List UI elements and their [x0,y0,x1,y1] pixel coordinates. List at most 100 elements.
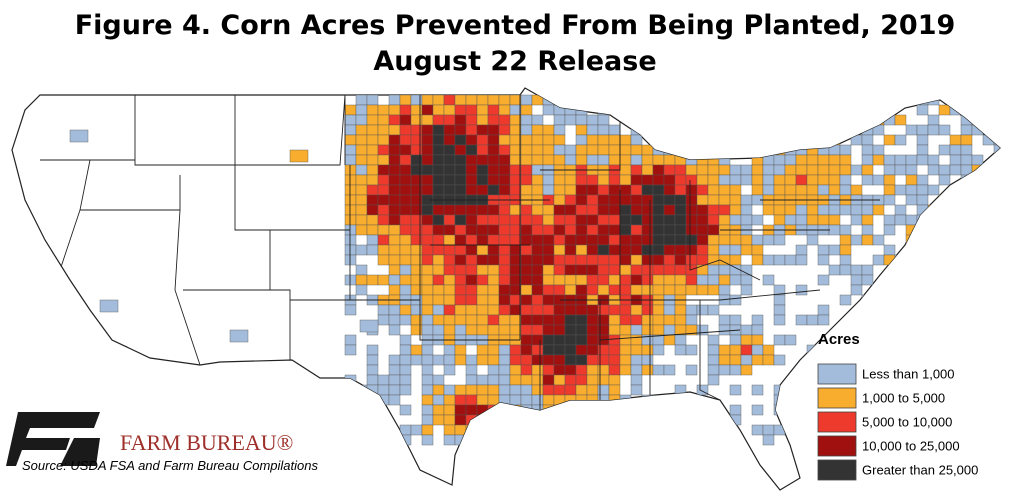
county [663,284,676,296]
county [498,184,511,196]
county [916,234,929,246]
county [553,314,566,326]
county [817,184,830,196]
county [564,384,577,396]
county [498,384,511,396]
county [487,184,500,196]
county [971,274,984,286]
county [883,304,896,316]
county [773,234,786,246]
county [949,334,962,346]
county [586,254,599,266]
county [399,144,412,156]
county [641,364,654,376]
county [751,164,764,176]
county [883,174,896,186]
county [564,204,577,216]
county [553,104,566,116]
county [751,174,764,186]
county [619,364,632,376]
county [564,144,577,156]
county [872,334,885,346]
county [421,154,434,166]
county [630,174,643,186]
county [696,274,709,286]
county [520,184,533,196]
county [454,354,467,366]
county [366,194,379,206]
county [729,354,742,366]
county [696,174,709,186]
county [542,324,555,336]
county [652,304,665,316]
county [927,244,940,256]
county [531,94,544,106]
county [608,414,621,426]
county [564,234,577,246]
county [894,204,907,216]
county [388,194,401,206]
county [443,124,456,136]
county [388,214,401,226]
county [707,224,720,236]
county [553,214,566,226]
county [828,184,841,196]
county [443,414,456,426]
county [564,224,577,236]
county [773,254,786,266]
legend-label: 5,000 to 10,000 [862,414,952,429]
county [619,344,632,356]
county [993,194,1000,206]
county [652,344,665,356]
county [487,94,500,106]
county [399,104,412,116]
county [531,384,544,396]
county [465,254,478,266]
county [344,244,357,256]
county [608,354,621,366]
county [476,174,489,186]
county [575,344,588,356]
county [762,134,775,146]
county [399,354,412,366]
county [520,134,533,146]
county [905,164,918,176]
county [421,314,434,326]
county [597,124,610,136]
county [586,314,599,326]
county [575,284,588,296]
county [685,434,698,446]
county [454,114,467,126]
county [597,244,610,256]
county [553,244,566,256]
county [553,264,566,276]
county [344,154,357,166]
county [707,174,720,186]
county [828,214,841,226]
county [927,234,940,246]
county [355,184,368,196]
county [641,174,654,186]
county [718,144,731,156]
county [597,404,610,416]
county [553,234,566,246]
county [916,284,929,296]
county [542,144,555,156]
county [641,324,654,336]
county [421,144,434,156]
county [729,244,742,256]
county [377,234,390,246]
county [553,364,566,376]
county [619,304,632,316]
county [608,374,621,386]
county [520,234,533,246]
county [960,294,973,306]
county [454,394,467,406]
county [894,304,907,316]
county [509,354,522,366]
county [520,264,533,276]
county [575,304,588,316]
county [531,304,544,316]
county [564,214,577,226]
county [861,214,874,226]
